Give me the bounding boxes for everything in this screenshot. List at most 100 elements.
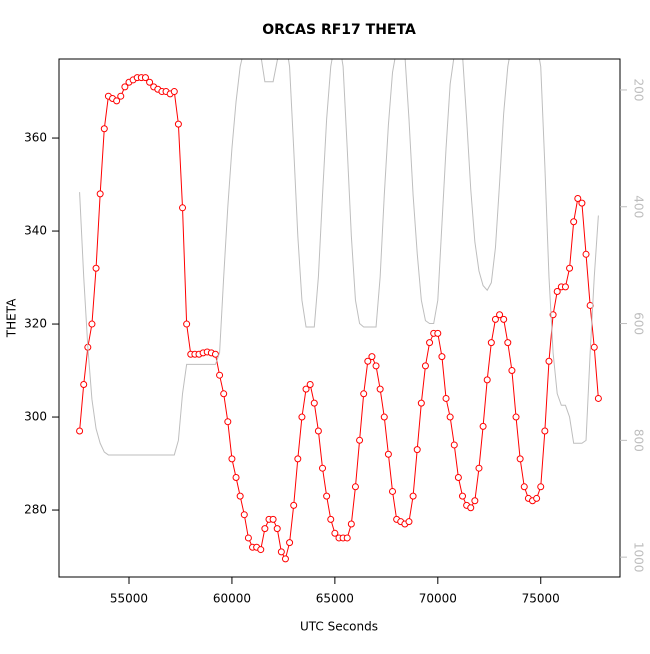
data-point bbox=[454, 473, 462, 481]
data-point bbox=[269, 515, 277, 523]
data-point bbox=[92, 264, 100, 272]
y2-tick-label: 1000 bbox=[632, 542, 646, 573]
x-tick-label: 60000 bbox=[213, 592, 251, 606]
data-point bbox=[508, 367, 516, 375]
data-point bbox=[170, 88, 178, 96]
data-point bbox=[146, 78, 154, 86]
data-point bbox=[286, 539, 294, 547]
data-point bbox=[314, 427, 322, 435]
data-point bbox=[220, 390, 228, 398]
y-tick-label: 300 bbox=[24, 410, 47, 424]
data-point bbox=[277, 548, 285, 556]
data-point bbox=[290, 501, 298, 509]
data-point bbox=[496, 311, 504, 319]
x-tick-label: 65000 bbox=[316, 592, 354, 606]
data-point bbox=[537, 483, 545, 491]
y2-tick-label: 800 bbox=[632, 429, 646, 452]
data-point bbox=[389, 487, 397, 495]
data-point bbox=[310, 399, 318, 407]
data-point bbox=[590, 343, 598, 351]
data-point bbox=[273, 525, 281, 533]
data-point bbox=[343, 534, 351, 542]
data-point bbox=[475, 464, 483, 472]
data-point bbox=[216, 371, 224, 379]
data-point bbox=[533, 494, 541, 502]
data-point bbox=[409, 492, 417, 500]
data-point bbox=[306, 380, 314, 388]
chart-title: ORCAS RF17 THETA bbox=[262, 22, 416, 38]
data-point bbox=[491, 315, 499, 323]
data-point bbox=[512, 413, 520, 421]
x-tick-label: 55000 bbox=[110, 592, 148, 606]
data-point bbox=[224, 418, 232, 426]
data-point bbox=[413, 446, 421, 454]
data-point bbox=[347, 520, 355, 528]
data-point bbox=[574, 194, 582, 202]
data-point bbox=[442, 394, 450, 402]
data-point bbox=[450, 441, 458, 449]
data-point bbox=[479, 422, 487, 430]
data-point bbox=[566, 264, 574, 272]
y2-tick-label: 600 bbox=[632, 312, 646, 335]
data-point bbox=[323, 492, 331, 500]
data-point bbox=[487, 339, 495, 347]
data-point bbox=[426, 339, 434, 347]
data-point bbox=[244, 534, 252, 542]
data-point bbox=[459, 492, 467, 500]
data-point bbox=[483, 376, 491, 384]
y-tick-label: 360 bbox=[24, 131, 47, 145]
y-axis-label: THETA bbox=[5, 298, 19, 338]
data-point bbox=[228, 455, 236, 463]
data-point bbox=[570, 218, 578, 226]
series-line bbox=[79, 59, 599, 456]
data-point bbox=[281, 555, 289, 563]
data-point bbox=[541, 427, 549, 435]
data-point bbox=[594, 394, 602, 402]
data-point bbox=[327, 515, 335, 523]
data-point bbox=[582, 250, 590, 258]
data-point bbox=[96, 190, 104, 198]
plot-area bbox=[76, 59, 602, 563]
data-point bbox=[100, 125, 108, 133]
data-point bbox=[500, 315, 508, 323]
data-point bbox=[298, 413, 306, 421]
data-point bbox=[141, 74, 149, 82]
data-point bbox=[438, 353, 446, 361]
data-point bbox=[179, 204, 187, 212]
data-point bbox=[553, 287, 561, 295]
data-point bbox=[504, 339, 512, 347]
data-point bbox=[434, 329, 442, 337]
data-point bbox=[302, 385, 310, 393]
data-point bbox=[376, 385, 384, 393]
data-point bbox=[232, 473, 240, 481]
data-point bbox=[417, 399, 425, 407]
data-point bbox=[368, 353, 376, 361]
data-point bbox=[80, 380, 88, 388]
data-point bbox=[236, 492, 244, 500]
y2-tick-label: 200 bbox=[632, 78, 646, 101]
data-point bbox=[421, 362, 429, 370]
data-point bbox=[121, 83, 129, 91]
data-point bbox=[384, 450, 392, 458]
x-tick-label: 70000 bbox=[419, 592, 457, 606]
data-point bbox=[471, 497, 479, 505]
data-point bbox=[405, 518, 413, 526]
data-point bbox=[446, 413, 454, 421]
y-tick-label: 320 bbox=[24, 317, 47, 331]
data-point bbox=[88, 320, 96, 328]
data-point bbox=[467, 504, 475, 512]
data-point bbox=[360, 390, 368, 398]
data-point bbox=[520, 483, 528, 491]
data-point bbox=[545, 357, 553, 365]
y2-tick-label: 400 bbox=[632, 195, 646, 218]
x-axis-label: UTC Seconds bbox=[300, 620, 378, 634]
data-point bbox=[319, 464, 327, 472]
data-point bbox=[211, 350, 219, 358]
data-point bbox=[113, 97, 121, 105]
data-point bbox=[372, 362, 380, 370]
data-point bbox=[364, 357, 372, 365]
data-point bbox=[76, 427, 84, 435]
data-point bbox=[174, 120, 182, 128]
